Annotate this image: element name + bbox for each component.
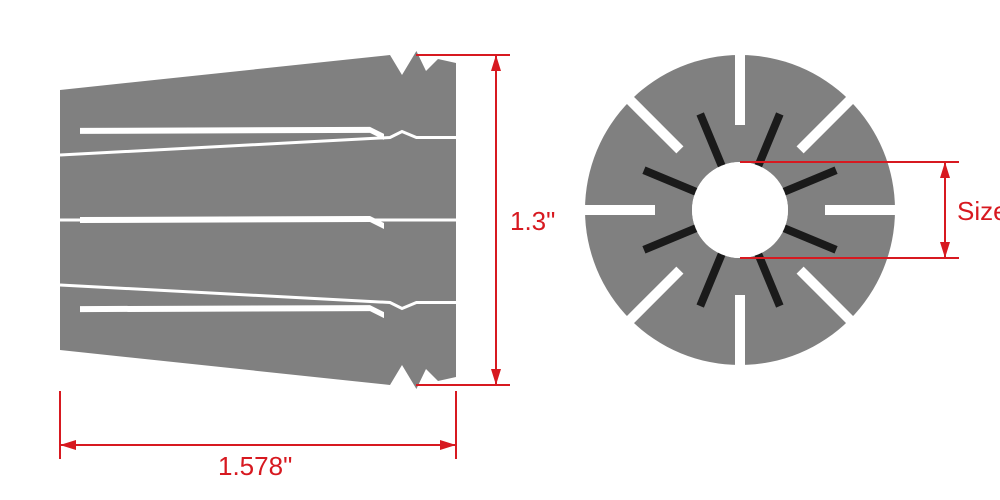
height-dimension-label: 1.3" — [510, 206, 555, 237]
technical-diagram: 1.578" 1.3" Size — [0, 0, 1000, 500]
dimension-lines — [0, 0, 1000, 500]
length-dimension-label: 1.578" — [218, 451, 292, 482]
bore-dimension-label: Size — [957, 196, 1000, 227]
